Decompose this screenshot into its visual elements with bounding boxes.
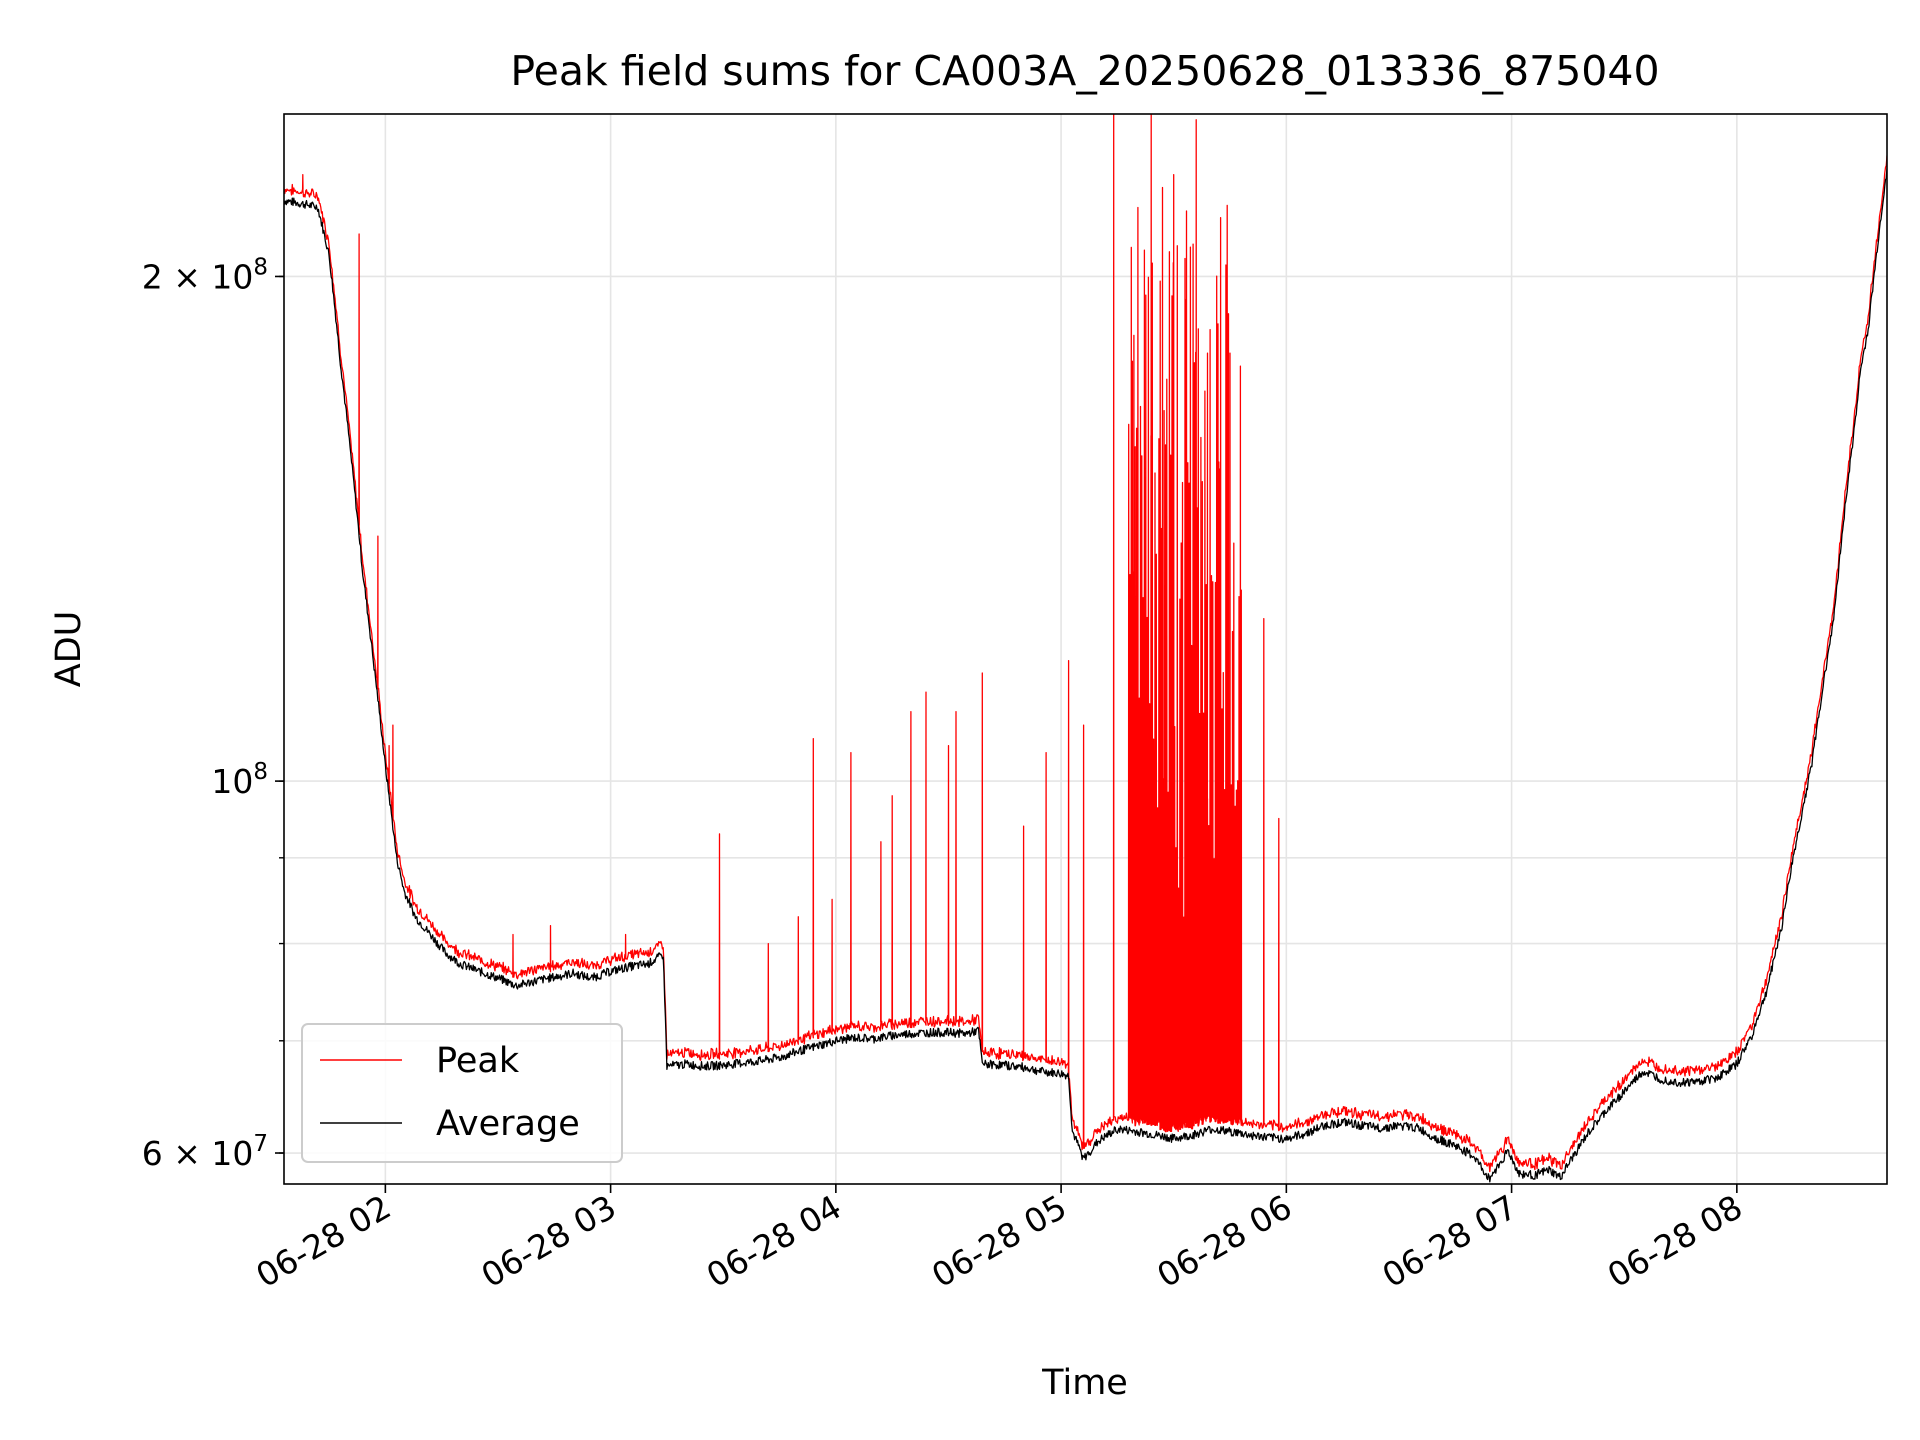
y-tick-label: 6 × 107 [142, 1131, 268, 1173]
series-line-average [284, 168, 1887, 1183]
y-tick-label: 108 [211, 759, 268, 801]
series-line-peak [284, 114, 1887, 1173]
legend-average-label: Average [436, 1104, 580, 1144]
legend-box [301, 1023, 623, 1163]
plot-frame [283, 113, 1888, 1185]
legend-peak-label: Peak [436, 1041, 520, 1081]
legend: Peak Average [301, 1023, 623, 1163]
x-axis-label: Time [1041, 1363, 1128, 1403]
y-axis-label: ADU [49, 611, 89, 688]
y-tick-label: 2 × 108 [142, 254, 268, 296]
y-axis: 2 × 108 108 6 × 107 [142, 254, 284, 1173]
chart-title: Peak field sums for CA003A_20250628_0133… [510, 47, 1659, 95]
series-layer [284, 114, 1887, 1183]
